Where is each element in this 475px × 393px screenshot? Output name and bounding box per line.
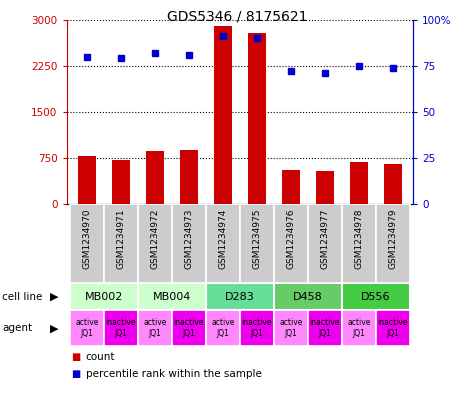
Text: active
JQ1: active JQ1 [347,318,370,338]
Bar [274,204,308,283]
Text: inactive
JQ1: inactive JQ1 [242,318,272,338]
Bar [70,283,138,310]
Bar [104,204,138,283]
Text: inactive
JQ1: inactive JQ1 [310,318,340,338]
Text: GSM1234975: GSM1234975 [252,208,261,269]
Bar [172,204,206,283]
Bar [112,160,130,204]
Text: ▶: ▶ [50,323,59,333]
Text: GSM1234979: GSM1234979 [389,208,398,269]
Text: GSM1234970: GSM1234970 [82,208,91,269]
Text: percentile rank within the sample: percentile rank within the sample [86,369,261,379]
Bar [214,26,232,204]
Bar [342,283,410,310]
Bar [206,283,274,310]
Bar [240,204,274,283]
Text: D556: D556 [361,292,390,302]
Text: ▶: ▶ [50,292,59,302]
Bar [104,310,138,346]
Bar [180,150,198,204]
Bar [342,204,376,283]
Bar [342,310,376,346]
Bar [247,33,266,204]
Bar [282,170,300,204]
Text: GSM1234978: GSM1234978 [354,208,363,269]
Text: active
JQ1: active JQ1 [279,318,303,338]
Text: GSM1234971: GSM1234971 [116,208,125,269]
Bar [145,151,164,204]
Bar [77,156,96,204]
Text: cell line: cell line [2,292,43,302]
Bar [70,204,104,283]
Bar [240,310,274,346]
Text: GSM1234976: GSM1234976 [286,208,295,269]
Text: GDS5346 / 8175621: GDS5346 / 8175621 [167,10,308,24]
Text: GSM1234973: GSM1234973 [184,208,193,269]
Bar [315,171,334,204]
Bar [308,204,342,283]
Text: active
JQ1: active JQ1 [143,318,167,338]
Bar [350,162,368,204]
Text: ■: ■ [71,369,80,379]
Bar [138,283,206,310]
Text: GSM1234977: GSM1234977 [320,208,329,269]
Bar [138,310,172,346]
Text: inactive
JQ1: inactive JQ1 [378,318,408,338]
Bar [206,204,240,283]
Text: GSM1234972: GSM1234972 [151,208,160,269]
Bar [376,310,410,346]
Text: inactive
JQ1: inactive JQ1 [174,318,204,338]
Text: count: count [86,352,115,362]
Bar [206,310,240,346]
Bar [308,310,342,346]
Bar [138,204,172,283]
Bar [383,164,402,204]
Text: D458: D458 [293,292,323,302]
Text: MB002: MB002 [85,292,123,302]
Text: GSM1234974: GSM1234974 [218,208,228,269]
Bar [172,310,206,346]
Bar [70,310,104,346]
Text: active
JQ1: active JQ1 [211,318,235,338]
Text: D283: D283 [225,292,255,302]
Bar [274,283,342,310]
Text: inactive
JQ1: inactive JQ1 [105,318,136,338]
Text: active
JQ1: active JQ1 [75,318,99,338]
Bar [376,204,410,283]
Text: MB004: MB004 [152,292,191,302]
Text: agent: agent [2,323,32,333]
Text: ■: ■ [71,352,80,362]
Bar [274,310,308,346]
